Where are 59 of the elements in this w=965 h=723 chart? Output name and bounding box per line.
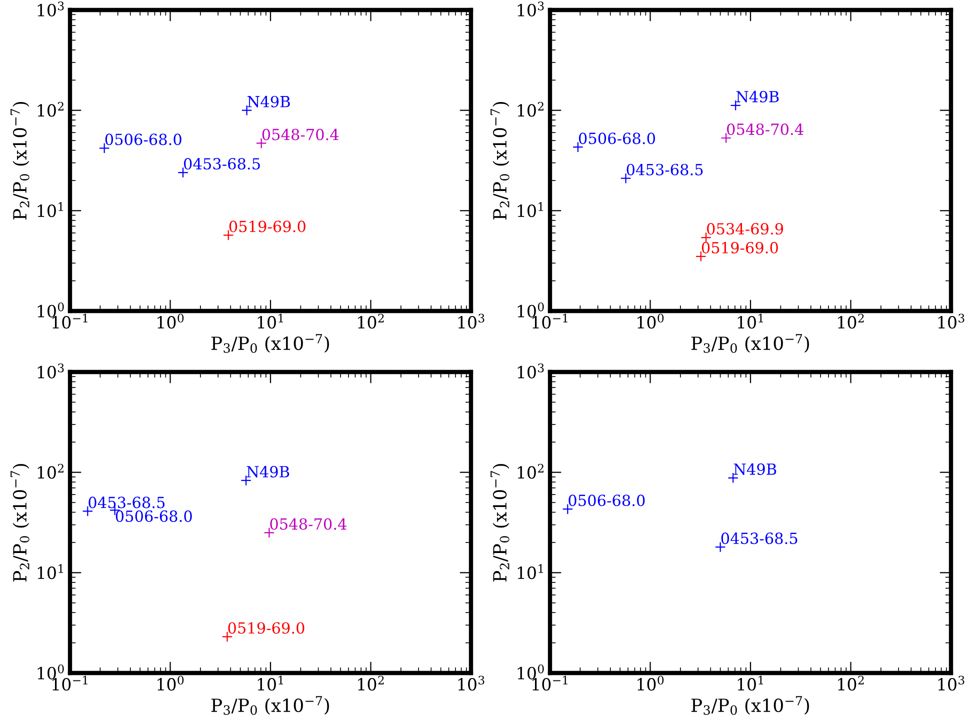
x-tick-label: 10$^{1}$ — [738, 676, 763, 691]
y-tick-label: 10$^{2}$ — [38, 102, 64, 117]
x-tick-label: 10$^{0}$ — [638, 676, 664, 691]
series-label: 0453-68.5 — [721, 532, 798, 544]
x-tick-label: 10$^{2}$ — [838, 314, 864, 329]
x-tick-label: 10$^{3}$ — [458, 676, 484, 691]
x-tick-label: 10$^{3}$ — [938, 676, 964, 691]
series-label: 0506-68.0 — [105, 134, 182, 146]
series-label: 0548-70.4 — [270, 518, 346, 530]
x-tick-label: 10$^{3}$ — [938, 314, 964, 329]
x-tick-label: 10$^{3}$ — [458, 314, 484, 329]
y-tick-label: 10$^{2}$ — [38, 464, 64, 479]
series-label: 0519-69.0 — [702, 242, 778, 254]
y-tick-label: 10$^{0}$ — [518, 664, 544, 680]
series-label: 0534-69.9 — [707, 223, 784, 235]
series-label: 0453-68.5 — [184, 158, 260, 170]
series-label: N49B — [248, 96, 290, 108]
x-axis-title: P$_{3}$/P$_{0}$ (x10$^{−7}$) — [691, 334, 810, 353]
series-label: 0548-70.4 — [262, 128, 339, 140]
series-label: 0453-68.5 — [626, 164, 703, 176]
series-label: 0519-69.0 — [229, 220, 306, 232]
y-tick-label: 10$^{0}$ — [38, 302, 64, 318]
y-tick-label: 10$^{0}$ — [518, 302, 544, 318]
y-tick-label: 10$^{3}$ — [518, 2, 544, 16]
x-axis-title: P$_{3}$/P$_{0}$ (x10$^{−7}$) — [691, 696, 810, 715]
y-tick-label: 10$^{0}$ — [38, 664, 64, 680]
series-label: 0506-68.0 — [578, 132, 655, 144]
y-axis-title: P$_{2}$/P$_{0}$ (x10$^{−7}$) — [490, 464, 510, 582]
x-tick-label: 10$^{0}$ — [638, 314, 664, 329]
x-axis-title: P$_{3}$/P$_{0}$ (x10$^{−7}$) — [211, 696, 330, 715]
x-tick-label: 10$^{2}$ — [358, 676, 384, 691]
y-tick-label: 10$^{1}$ — [518, 564, 543, 580]
y-tick-label: 10$^{1}$ — [518, 202, 543, 218]
x-tick-label: 10$^{0}$ — [158, 676, 184, 691]
x-axis-title: P$_{3}$/P$_{0}$ (x10$^{−7}$) — [211, 334, 330, 353]
x-tick-label: 10$^{2}$ — [358, 314, 384, 329]
series-label: 0548-70.4 — [727, 123, 804, 136]
x-tick-label: 10$^{0}$ — [158, 314, 184, 329]
x-tick-label: 10$^{1}$ — [738, 314, 763, 329]
y-axis-title: P$_{2}$/P$_{0}$ (x10$^{−7}$) — [10, 464, 30, 582]
x-tick-label: 10$^{2}$ — [838, 676, 864, 691]
series-label: N49B — [734, 463, 776, 475]
x-tick-label: 10$^{1}$ — [258, 314, 283, 329]
y-axis-title: P$_{2}$/P$_{0}$ (x10$^{−7}$) — [10, 102, 30, 220]
series-label: 0453-68.5 — [88, 496, 165, 508]
y-tick-label: 10$^{3}$ — [518, 364, 544, 378]
y-tick-label: 10$^{3}$ — [38, 2, 64, 16]
series-label: 0519-69.0 — [228, 622, 304, 634]
series-label: N49B — [736, 90, 779, 102]
y-tick-label: 10$^{2}$ — [518, 464, 544, 479]
y-axis-title: P$_{2}$/P$_{0}$ (x10$^{−7}$) — [490, 102, 510, 220]
y-tick-label: 10$^{1}$ — [38, 564, 63, 580]
series-label: N49B — [246, 466, 290, 478]
y-tick-label: 10$^{2}$ — [518, 102, 544, 117]
y-tick-label: 10$^{3}$ — [38, 364, 64, 378]
y-tick-label: 10$^{1}$ — [38, 202, 63, 218]
series-label: 0506-68.0 — [568, 494, 645, 506]
series-label: 0506-68.0 — [116, 510, 192, 522]
x-tick-label: 10$^{1}$ — [258, 676, 283, 691]
